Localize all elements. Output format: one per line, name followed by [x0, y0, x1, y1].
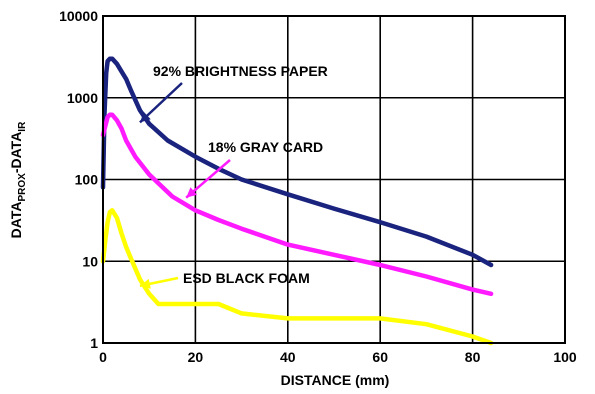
series-label-arrowhead-0: [140, 111, 151, 123]
grid: [103, 16, 565, 343]
y-axis-label-main2: -DATA: [8, 132, 24, 173]
plot-frame: [102, 15, 566, 344]
x-tick-label: 60: [372, 349, 388, 365]
y-tick-label: 1: [90, 335, 98, 351]
series-label-arrowhead-1: [186, 187, 197, 198]
y-axis-label-sub2: IR: [17, 121, 28, 132]
x-tick-label: 20: [188, 349, 204, 365]
y-axis-label-sub1: PROX: [17, 173, 28, 202]
y-tick-label: 1000: [67, 90, 98, 106]
y-tick-label: 100: [75, 172, 99, 188]
y-tick-labels: 1 10 100 1000 10000: [59, 8, 98, 351]
x-tick-label: 100: [553, 349, 577, 365]
x-tick-label: 0: [99, 349, 107, 365]
series-label-2: ESD BLACK FOAM: [183, 270, 310, 286]
x-tick-label: 40: [280, 349, 296, 365]
series-label-arrows: [139, 82, 231, 289]
x-tick-label: 80: [465, 349, 481, 365]
series-line-0: [100, 56, 494, 268]
y-tick-label: 10000: [59, 8, 98, 24]
series-line-1: [100, 112, 494, 297]
y-axis-label-main1: DATA: [8, 202, 24, 239]
series-label-arrowhead-2: [140, 278, 151, 289]
series-label-0: 92% BRIGHTNESS PAPER: [153, 63, 328, 79]
series-label-1: 18% GRAY CARD: [208, 139, 323, 155]
y-axis-label: DATAPROX-DATAIR: [8, 121, 28, 238]
y-tick-label: 10: [82, 253, 98, 269]
x-tick-labels: 0 20 40 60 80 100: [99, 349, 577, 365]
x-axis-label: DISTANCE (mm): [281, 372, 390, 388]
series-labels: 92% BRIGHTNESS PAPER 18% GRAY CARD ESD BLA…: [153, 63, 328, 286]
series-line-2: [100, 208, 494, 346]
